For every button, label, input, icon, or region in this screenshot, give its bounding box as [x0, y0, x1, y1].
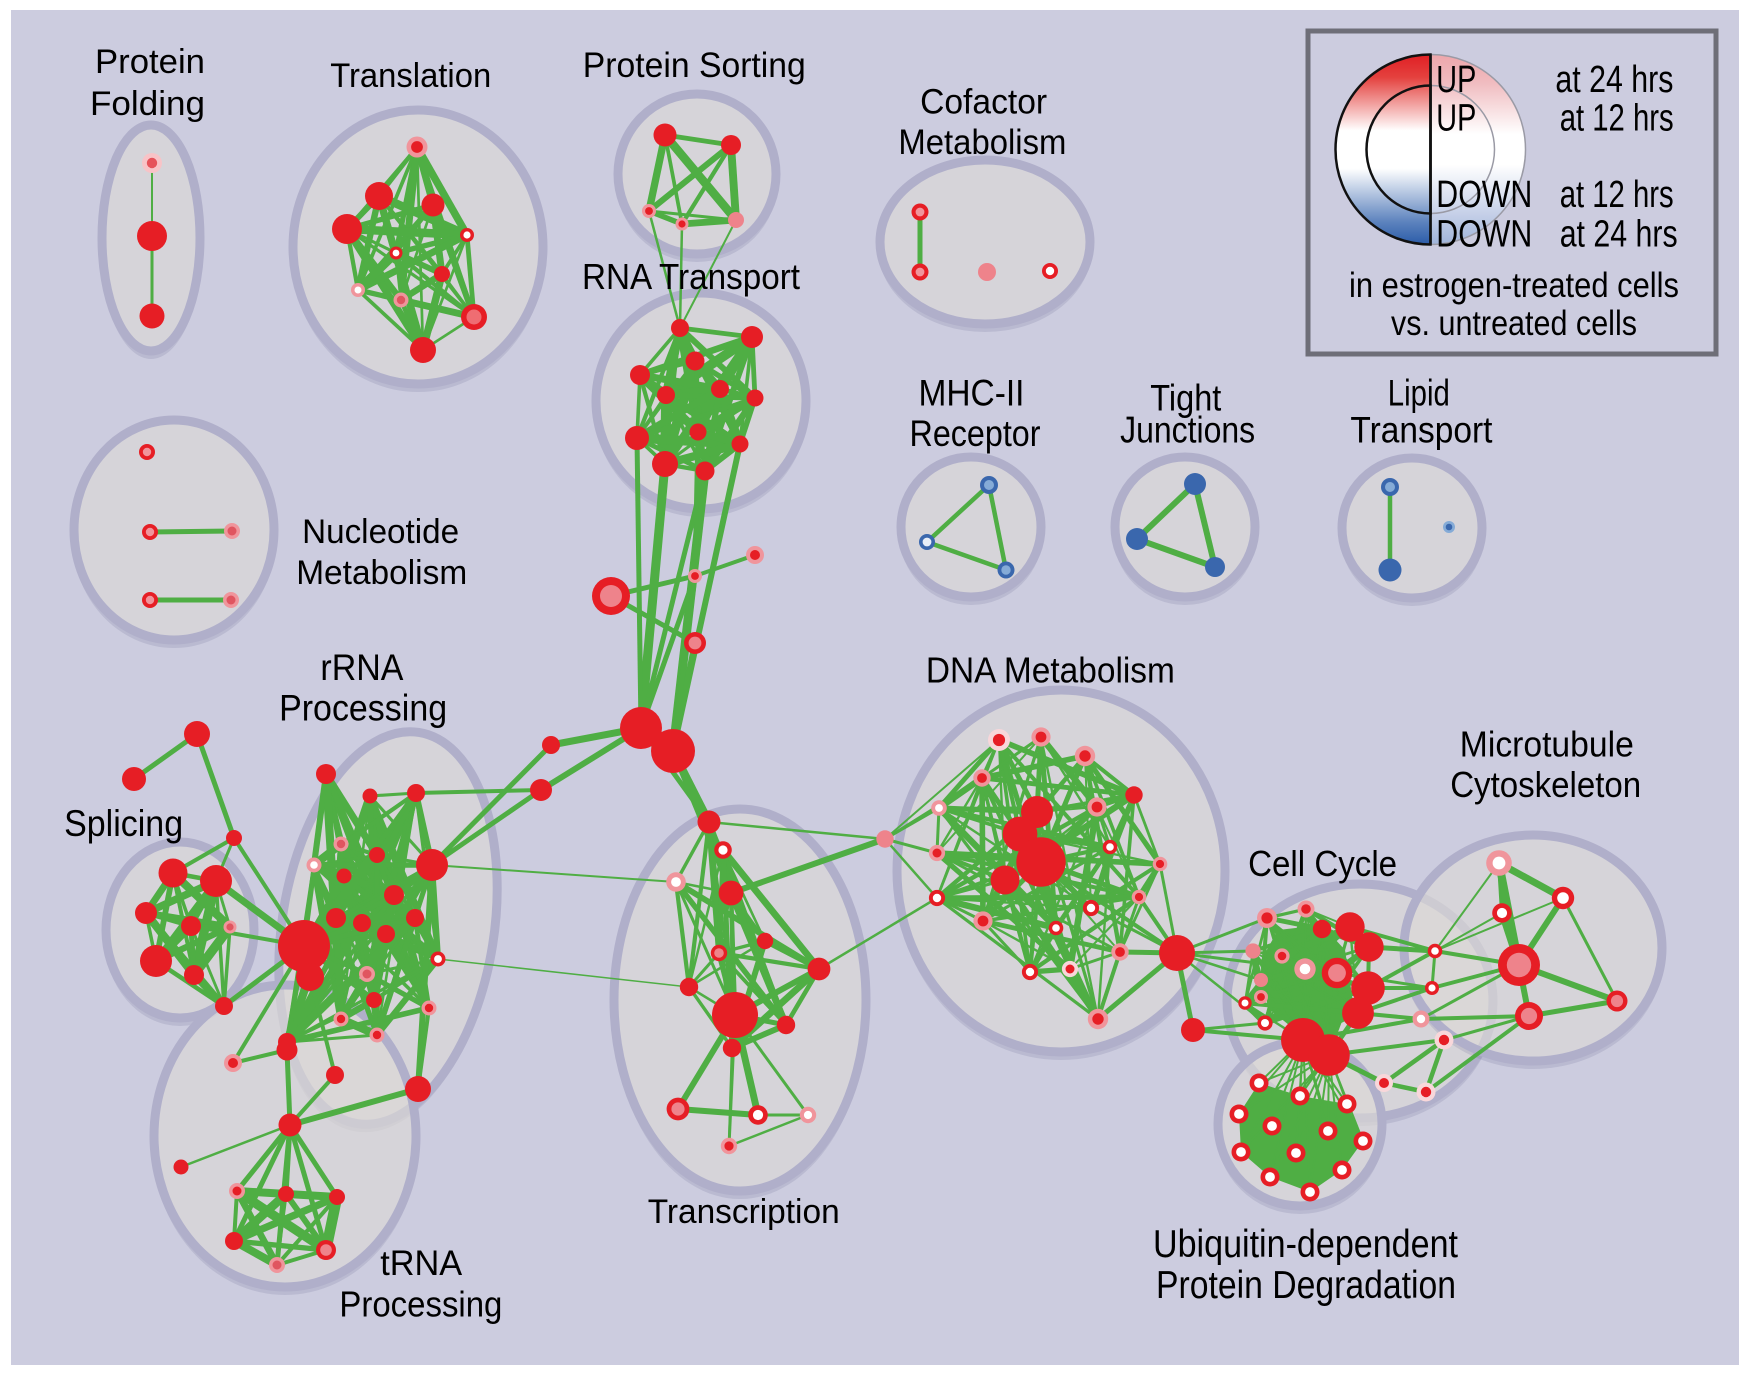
svg-text:Transport: Transport	[1350, 410, 1493, 451]
svg-text:Cell Cycle: Cell Cycle	[1248, 843, 1397, 884]
svg-text:UP: UP	[1436, 98, 1476, 140]
svg-text:Cofactor: Cofactor	[920, 82, 1047, 121]
svg-text:Folding: Folding	[90, 85, 205, 123]
svg-text:Receptor: Receptor	[910, 413, 1041, 454]
svg-text:rRNA: rRNA	[320, 647, 403, 688]
svg-text:Junctions: Junctions	[1120, 410, 1255, 451]
svg-text:Protein: Protein	[95, 43, 205, 81]
svg-text:DOWN: DOWN	[1436, 213, 1532, 255]
svg-text:Lipid: Lipid	[1388, 372, 1450, 413]
svg-text:Metabolism: Metabolism	[296, 554, 467, 592]
svg-text:RNA Transport: RNA Transport	[582, 256, 800, 297]
svg-text:in estrogen-treated cells: in estrogen-treated cells	[1349, 266, 1679, 305]
svg-text:Microtubule: Microtubule	[1460, 723, 1634, 764]
svg-text:Nucleotide: Nucleotide	[302, 513, 459, 551]
svg-text:tRNA: tRNA	[380, 1244, 463, 1283]
svg-text:Processing: Processing	[339, 1284, 502, 1325]
svg-text:UP: UP	[1436, 59, 1476, 101]
svg-text:Metabolism: Metabolism	[898, 123, 1066, 162]
svg-text:at 12 hrs: at 12 hrs	[1560, 174, 1674, 216]
svg-text:vs. untreated cells: vs. untreated cells	[1391, 304, 1637, 343]
svg-text:at 24 hrs: at 24 hrs	[1560, 213, 1678, 255]
svg-text:Protein Degradation: Protein Degradation	[1156, 1264, 1456, 1307]
svg-text:DNA Metabolism: DNA Metabolism	[926, 649, 1175, 690]
svg-text:at 12 hrs: at 12 hrs	[1560, 98, 1674, 140]
svg-text:Protein Sorting: Protein Sorting	[583, 46, 806, 85]
svg-text:MHC-II: MHC-II	[919, 372, 1025, 413]
svg-text:Processing: Processing	[279, 688, 447, 729]
svg-text:Splicing: Splicing	[64, 803, 183, 844]
svg-text:Ubiquitin-dependent: Ubiquitin-dependent	[1153, 1223, 1458, 1266]
svg-text:Tight: Tight	[1150, 378, 1222, 419]
svg-text:at 24 hrs: at 24 hrs	[1555, 59, 1673, 101]
svg-text:DOWN: DOWN	[1436, 174, 1532, 216]
svg-text:Translation: Translation	[330, 57, 491, 95]
svg-text:Cytoskeleton: Cytoskeleton	[1450, 764, 1641, 805]
svg-text:Transcription: Transcription	[648, 1193, 840, 1231]
